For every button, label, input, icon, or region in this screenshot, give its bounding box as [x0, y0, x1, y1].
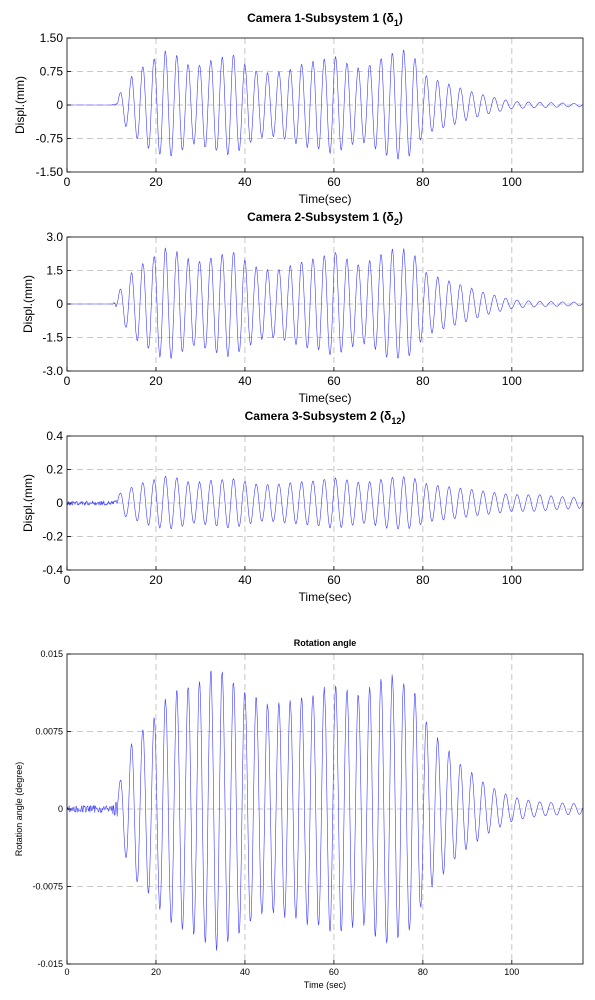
x-axis-label: Time (sec) [304, 980, 346, 990]
y-tick-label: -0.2 [42, 530, 63, 544]
chart-title: Camera 1-Subsystem 1 (δ1) [247, 11, 403, 28]
chart-title-subscript: 12 [391, 416, 401, 426]
chart-title-text: Camera 1-Subsystem 1 ( [247, 11, 386, 25]
series-line [67, 49, 583, 160]
x-tick-label: 0 [64, 175, 71, 189]
chart-title-text: Camera 2-Subsystem 1 ( [247, 210, 386, 224]
x-tick-label: 20 [151, 967, 161, 977]
y-axis-label: Displ.(mm) [21, 275, 35, 333]
y-tick-label: 0 [56, 297, 63, 311]
x-tick-label: 40 [240, 967, 250, 977]
plot-frame [66, 435, 584, 571]
chart-title-symbol: δ [387, 210, 394, 224]
x-axis-label: Time(sec) [299, 391, 352, 405]
y-tick-label: 0.75 [40, 65, 64, 79]
y-tick-label: 0.0075 [35, 727, 63, 737]
chart-title: Rotation angle [294, 638, 357, 648]
y-tick-label: -0.4 [42, 563, 63, 577]
chart-title-text: Rotation angle [294, 638, 357, 648]
x-tick-label: 40 [238, 175, 252, 189]
chart-title-symbol: δ [384, 409, 391, 423]
y-tick-label: 0 [56, 496, 63, 510]
x-tick-label: 0 [64, 967, 69, 977]
x-tick-label: 100 [502, 374, 522, 388]
x-tick-label: 100 [504, 967, 519, 977]
plot-frame [66, 236, 584, 372]
y-tick-label: -0.75 [36, 132, 64, 146]
x-tick-label: 40 [238, 374, 252, 388]
x-tick-label: 20 [149, 374, 163, 388]
y-tick-label: -0.0075 [32, 882, 63, 892]
y-tick-label: 0 [58, 804, 63, 814]
x-tick-label: 80 [416, 573, 430, 587]
x-tick-label: 20 [149, 573, 163, 587]
y-tick-label: 1.5 [46, 264, 63, 278]
x-axis-label: Time(sec) [299, 192, 352, 206]
x-axis-label: Time(sec) [299, 590, 352, 604]
x-tick-label: 60 [329, 967, 339, 977]
y-tick-label: 3.0 [46, 230, 63, 244]
y-tick-label: 0.015 [40, 649, 63, 659]
plot-frame [66, 37, 584, 173]
series-line [66, 475, 583, 530]
y-tick-label: -1.50 [36, 165, 64, 179]
y-axis-label: Rotation angle (degree) [14, 762, 24, 857]
chart-title: Camera 3-Subsystem 2 (δ12) [245, 409, 406, 426]
chart-title-close: ) [399, 11, 403, 25]
y-tick-label: -1.5 [42, 331, 63, 345]
chart-title: Camera 2-Subsystem 1 (δ2) [247, 210, 403, 227]
chart-title-symbol: δ [387, 11, 394, 25]
chart-panel-3: Camera 3-Subsystem 2 (δ12) 0 20 40 60 80 100 0.… [21, 409, 584, 604]
chart-panel-2: Camera 2-Subsystem 1 (δ2)0 20 40 60 80 1003.0… [21, 210, 584, 405]
x-tick-label: 100 [502, 175, 522, 189]
x-tick-label: 60 [327, 374, 341, 388]
y-tick-label: -0.015 [37, 959, 63, 969]
x-tick-label: 80 [416, 175, 430, 189]
y-tick-label: 1.50 [40, 31, 64, 45]
chart-title-subscript: 1 [394, 18, 399, 28]
x-tick-label: 60 [327, 573, 341, 587]
x-tick-label: 0 [64, 374, 71, 388]
x-tick-label: 60 [327, 175, 341, 189]
y-axis-label: Displ.(mm) [13, 76, 27, 134]
x-tick-label: 40 [238, 573, 252, 587]
series-line [67, 247, 583, 359]
chart-title-close: ) [401, 409, 405, 423]
chart-title-subscript: 2 [394, 217, 399, 227]
x-tick-label: 0 [64, 573, 71, 587]
y-tick-label: 0.2 [46, 463, 63, 477]
x-tick-label: 100 [502, 573, 522, 587]
y-tick-label: 0 [56, 98, 63, 112]
chart-panel-1: Camera 1-Subsystem 1 (δ1) 0 20 40 60 80 100 1.5… [13, 11, 584, 206]
y-tick-label: 0.4 [46, 429, 63, 443]
series-line [66, 670, 583, 951]
chart-title-close: ) [399, 210, 403, 224]
chart-title-text: Camera 3-Subsystem 2 ( [245, 409, 384, 423]
y-tick-label: -3.0 [42, 364, 63, 378]
x-tick-label: 80 [418, 967, 428, 977]
y-axis-label: Displ.(mm) [21, 474, 35, 532]
x-tick-label: 20 [149, 175, 163, 189]
x-tick-label: 80 [416, 374, 430, 388]
